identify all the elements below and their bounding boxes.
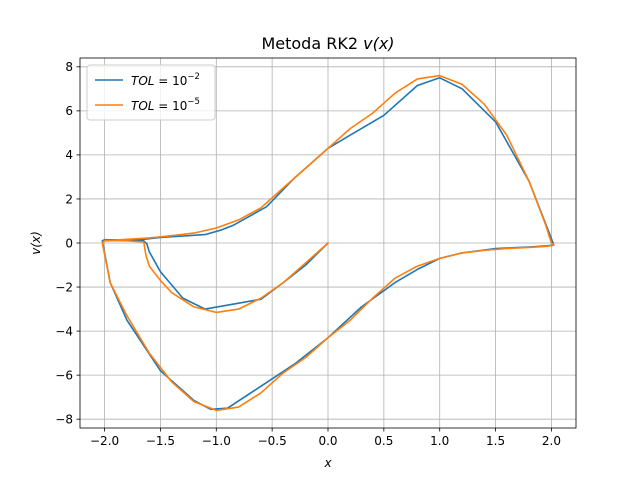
- series-lines: [101, 74, 555, 412]
- legend-entry-2-base: TOL: [131, 99, 154, 113]
- x-tick-label: 0.0: [318, 434, 337, 448]
- y-axis-ticks: −8 −6 −4 −2 0 2 4 6 8: [55, 60, 80, 426]
- y-tick-label: 6: [65, 104, 73, 118]
- y-tick-label: −6: [55, 368, 73, 382]
- x-tick-label: 2.0: [542, 434, 561, 448]
- x-tick-label: −1.0: [202, 434, 231, 448]
- y-tick-label: 8: [65, 60, 73, 74]
- chart-title: Metoda RK2 v(x): [261, 34, 394, 53]
- chart-title-math: v(x): [363, 34, 394, 53]
- y-tick-label: −8: [55, 412, 73, 426]
- y-tick-label: −2: [55, 280, 73, 294]
- legend-entry-1: TOL = 10−2: [131, 72, 200, 88]
- legend-entry-2-mid: = 10: [154, 99, 187, 113]
- legend-entry-1-base: TOL: [131, 74, 154, 88]
- legend-entry-1-exp: −2: [187, 72, 200, 82]
- y-tick-label: 4: [65, 148, 73, 162]
- x-axis-ticks: −2.0 −1.5 −1.0 −0.5 0.0 0.5 1.0 1.5 2.0: [90, 428, 561, 448]
- x-tick-label: 1.0: [430, 434, 449, 448]
- y-tick-label: −4: [55, 324, 73, 338]
- x-tick-label: −1.5: [146, 434, 175, 448]
- x-tick-label: 0.5: [374, 434, 393, 448]
- y-tick-label: 2: [65, 192, 73, 206]
- legend-box: [86, 64, 216, 121]
- x-axis-label: x: [323, 456, 332, 470]
- series-line-2: [101, 74, 555, 412]
- y-tick-label: 0: [65, 236, 73, 250]
- x-tick-label: −0.5: [258, 434, 287, 448]
- chart-title-text: Metoda RK2: [261, 34, 363, 53]
- legend: TOL = 10−2 TOL = 10−5: [86, 64, 216, 121]
- y-axis-label: v(x): [29, 231, 43, 255]
- legend-entry-1-mid: = 10: [154, 74, 187, 88]
- legend-entry-2: TOL = 10−5: [131, 97, 200, 113]
- x-tick-label: 1.5: [486, 434, 505, 448]
- x-tick-label: −2.0: [90, 434, 119, 448]
- legend-entry-2-exp: −5: [187, 97, 200, 107]
